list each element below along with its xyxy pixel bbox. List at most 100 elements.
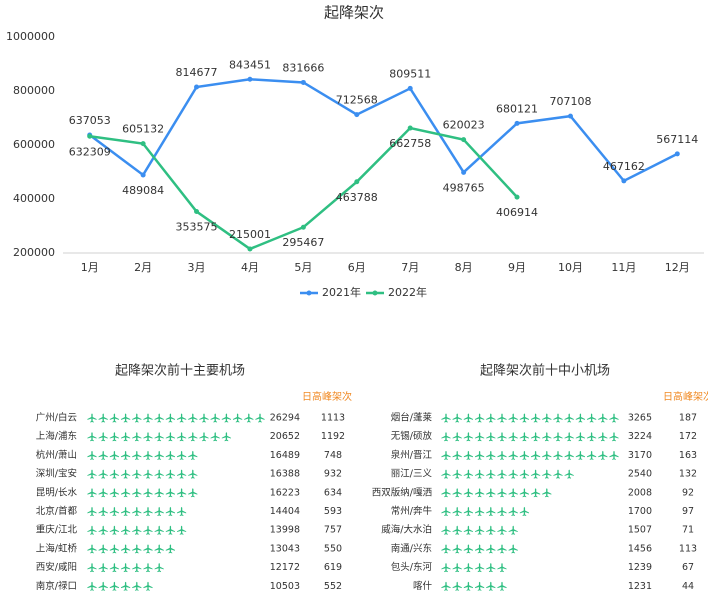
plane-icon [87, 506, 97, 516]
chart-title: 起降架次 [324, 4, 384, 22]
plane-icon [519, 488, 529, 498]
flight-count: 16223 [270, 487, 300, 498]
x-tick-label: 7月 [401, 261, 419, 274]
flight-count: 26294 [270, 413, 300, 424]
plane-icon [452, 525, 462, 535]
plane-icon [154, 563, 164, 573]
plane-icon [609, 413, 619, 423]
plane-icon [452, 432, 462, 442]
plane-icon [154, 432, 164, 442]
plane-icon [508, 413, 518, 423]
plane-icon [463, 488, 473, 498]
peak-count: 132 [679, 469, 697, 480]
plane-icon [154, 413, 164, 423]
plane-icon [87, 432, 97, 442]
icon-bar [87, 432, 231, 442]
plane-icon [109, 525, 119, 535]
flight-count: 1507 [628, 525, 652, 536]
plane-icon [177, 506, 187, 516]
plane-icon [143, 432, 153, 442]
data-label: 215001 [229, 228, 271, 241]
plane-icon [244, 413, 254, 423]
plane-icon [121, 563, 131, 573]
plane-icon [452, 544, 462, 554]
plane-icon [98, 469, 108, 479]
plane-icon [98, 544, 108, 554]
icon-bar [87, 450, 198, 460]
plane-icon [221, 432, 231, 442]
peak-count: 634 [324, 487, 342, 498]
plane-icon [109, 506, 119, 516]
plane-icon [475, 469, 485, 479]
plane-icon [188, 469, 198, 479]
plane-icon [165, 413, 175, 423]
plane-icon [598, 450, 608, 460]
plane-icon [463, 544, 473, 554]
airport-name: 威海/大水泊 [381, 524, 432, 536]
plane-icon [587, 432, 597, 442]
y-tick-label: 400000 [13, 192, 55, 205]
plane-icon [188, 450, 198, 460]
plane-icon [486, 488, 496, 498]
plane-icon [87, 413, 97, 423]
plane-icon [121, 413, 131, 423]
plane-icon [121, 525, 131, 535]
flight-count: 3224 [628, 431, 652, 442]
icon-bar [87, 544, 175, 554]
airport-name: 深圳/宝安 [36, 468, 77, 480]
plane-icon [497, 488, 507, 498]
plane-icon [519, 506, 529, 516]
plane-icon [143, 563, 153, 573]
x-tick-label: 2月 [134, 261, 152, 274]
plane-icon [199, 413, 209, 423]
icon-bar [441, 525, 518, 535]
line-series [88, 78, 678, 183]
y-tick-label: 600000 [13, 138, 55, 151]
data-point [140, 172, 146, 178]
data-label: 843451 [229, 58, 271, 71]
plane-icon [87, 450, 97, 460]
airport-name: 常州/奔牛 [391, 505, 433, 517]
flight-count: 13043 [270, 543, 300, 554]
plane-icon [98, 506, 108, 516]
plane-icon [199, 432, 209, 442]
plane-icon [154, 450, 164, 460]
flight-count: 20652 [270, 431, 300, 442]
y-tick-label: 200000 [13, 246, 55, 259]
plane-icon [132, 469, 142, 479]
plane-icon [98, 581, 108, 591]
plane-icon [564, 469, 574, 479]
plane-icon [497, 432, 507, 442]
plane-icon [441, 581, 451, 591]
plane-icon [165, 488, 175, 498]
plane-icon [132, 450, 142, 460]
plane-icon [121, 581, 131, 591]
plane-icon [165, 469, 175, 479]
data-label: 662758 [389, 137, 431, 150]
airport-name: 昆明/长水 [36, 486, 78, 498]
plane-icon [452, 506, 462, 516]
plane-icon [154, 488, 164, 498]
plane-icon [177, 432, 187, 442]
plane-icon [486, 506, 496, 516]
data-label: 831666 [282, 61, 324, 74]
data-point [300, 79, 306, 85]
flight-count: 1700 [628, 506, 652, 517]
airport-name: 南通/兴东 [391, 542, 432, 554]
peak-count: 748 [324, 450, 342, 461]
plane-icon [508, 525, 518, 535]
flight-count: 1239 [628, 562, 652, 573]
x-tick-label: 8月 [455, 261, 473, 274]
plane-icon [233, 413, 243, 423]
airport-name: 重庆/江北 [36, 524, 78, 536]
flight-count: 13998 [270, 525, 300, 536]
plane-icon [475, 450, 485, 460]
icon-bar [87, 488, 198, 498]
x-tick-label: 9月 [508, 261, 526, 274]
data-label: 353575 [176, 221, 218, 234]
data-label: 814677 [176, 66, 218, 79]
plane-icon [508, 450, 518, 460]
plane-icon [109, 432, 119, 442]
airport-name: 西安/咸阳 [36, 561, 77, 573]
